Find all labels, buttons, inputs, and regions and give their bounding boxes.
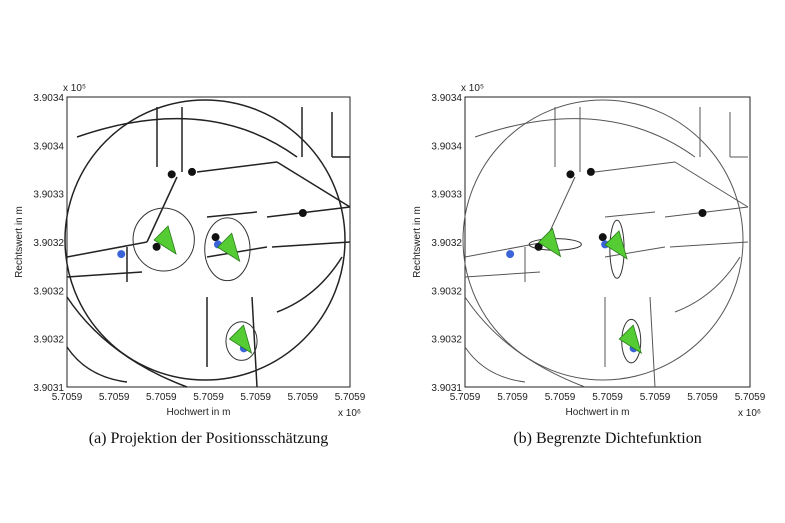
wall xyxy=(604,211,656,218)
x-tick-label: 5.7059 xyxy=(687,392,718,403)
wall xyxy=(464,241,546,258)
y-tick-label: 3.9032 xyxy=(33,335,64,346)
wall xyxy=(66,271,143,278)
wall xyxy=(266,206,351,218)
black-dot-marker xyxy=(586,167,595,176)
uncertainty-ellipse xyxy=(225,321,258,361)
blue-dot-marker xyxy=(506,250,515,259)
wall xyxy=(474,118,696,158)
x-tick-label: 5.7059 xyxy=(735,392,766,403)
y-axis-label: Rechtswert in m xyxy=(412,206,423,278)
wall xyxy=(464,346,526,383)
black-dot-marker xyxy=(152,242,161,251)
x-tick-label: 5.7059 xyxy=(497,392,528,403)
y-exponent: x 10⁵ xyxy=(63,83,86,94)
wall xyxy=(464,271,541,278)
x-tick-label: 5.7059 xyxy=(288,392,319,403)
green-triangle-marker xyxy=(217,232,241,263)
chart-a: 5.7059 5.7059 5.7059 5.7059 5.7059 5.7059 5.70… xyxy=(14,83,366,447)
plot-frame xyxy=(464,96,751,388)
floorplan xyxy=(64,99,351,388)
x-exponent: x 10⁶ xyxy=(338,408,361,419)
wall xyxy=(276,256,343,313)
uncertainty-ellipse xyxy=(204,217,251,282)
blue-dot-marker xyxy=(117,250,126,259)
x-tick-label: 5.7059 xyxy=(146,392,177,403)
y-tick-label: 3.9031 xyxy=(431,383,462,394)
y-tick-label: 3.9031 xyxy=(33,383,64,394)
wall xyxy=(146,176,178,243)
wall xyxy=(669,241,749,248)
y-axis-label: Rechtswert in m xyxy=(14,206,25,278)
wall xyxy=(206,211,258,218)
green-triangle-marker xyxy=(228,324,253,354)
x-axis-label: Hochwert in m xyxy=(167,407,231,418)
x-axis-label: Hochwert in m xyxy=(566,407,630,418)
x-tick-label: 5.7059 xyxy=(52,392,83,403)
y-tick-label: 3.9034 xyxy=(33,141,64,152)
wall xyxy=(674,256,741,313)
x-tick-label: 5.7059 xyxy=(450,392,481,403)
y-tick-label: 3.9032 xyxy=(33,238,64,249)
green-triangle-marker xyxy=(604,230,628,260)
wall xyxy=(604,246,666,258)
y-exponent: x 10⁵ xyxy=(461,83,484,94)
wall xyxy=(66,346,128,383)
x-tick-label: 5.7059 xyxy=(240,392,271,403)
black-dot-marker xyxy=(534,242,543,251)
y-tick-label: 3.9034 xyxy=(431,93,462,104)
green-triangle-marker xyxy=(537,227,562,258)
x-tick-label: 5.7059 xyxy=(640,392,671,403)
x-tick-label: 5.7059 xyxy=(193,392,224,403)
x-tick-label: 5.7059 xyxy=(99,392,130,403)
black-dot-marker xyxy=(566,170,575,179)
green-triangle-marker xyxy=(153,225,177,255)
chart-caption: (b) Begrenzte Dichtefunktion xyxy=(513,430,701,447)
y-tick-label: 3.9032 xyxy=(33,286,64,297)
y-tick-label: 3.9032 xyxy=(431,335,462,346)
y-tick-label: 3.9033 xyxy=(431,190,462,201)
black-dot-marker xyxy=(167,170,176,179)
black-dot-marker xyxy=(598,233,607,242)
wall xyxy=(649,296,656,388)
black-dot-marker xyxy=(187,167,196,176)
y-tick-label: 3.9034 xyxy=(33,93,64,104)
x-tick-label: 5.7059 xyxy=(335,392,366,403)
wall xyxy=(66,296,188,388)
wall xyxy=(674,161,749,208)
y-tick-label: 3.9034 xyxy=(431,141,462,152)
wall xyxy=(196,161,278,173)
black-dot-marker xyxy=(298,209,307,217)
floorplan xyxy=(462,99,749,388)
black-dot-marker xyxy=(698,209,707,217)
wall xyxy=(664,206,749,218)
uncertainty-ellipse xyxy=(132,207,195,272)
wall xyxy=(594,161,676,173)
black-dot-marker xyxy=(211,233,220,242)
chart-b: 5.7059 5.7059 5.7059 5.7059 5.7059 5.7059 5.70… xyxy=(412,83,766,447)
y-tick-label: 3.9032 xyxy=(431,286,462,297)
x-exponent: x 10⁶ xyxy=(738,408,761,419)
wall xyxy=(76,117,298,158)
x-tick-label: 5.7059 xyxy=(545,392,576,403)
wall xyxy=(464,296,586,388)
range-circle xyxy=(462,99,744,381)
green-triangle-marker xyxy=(618,324,642,354)
y-tick-label: 3.9032 xyxy=(431,238,462,249)
x-tick-label: 5.7059 xyxy=(592,392,623,403)
wall xyxy=(271,241,351,248)
wall xyxy=(251,296,258,388)
chart-caption: (a) Projektion der Positionsschätzung xyxy=(89,430,329,447)
y-tick-label: 3.9033 xyxy=(33,190,64,201)
wall xyxy=(276,161,351,208)
range-circle xyxy=(64,99,346,381)
